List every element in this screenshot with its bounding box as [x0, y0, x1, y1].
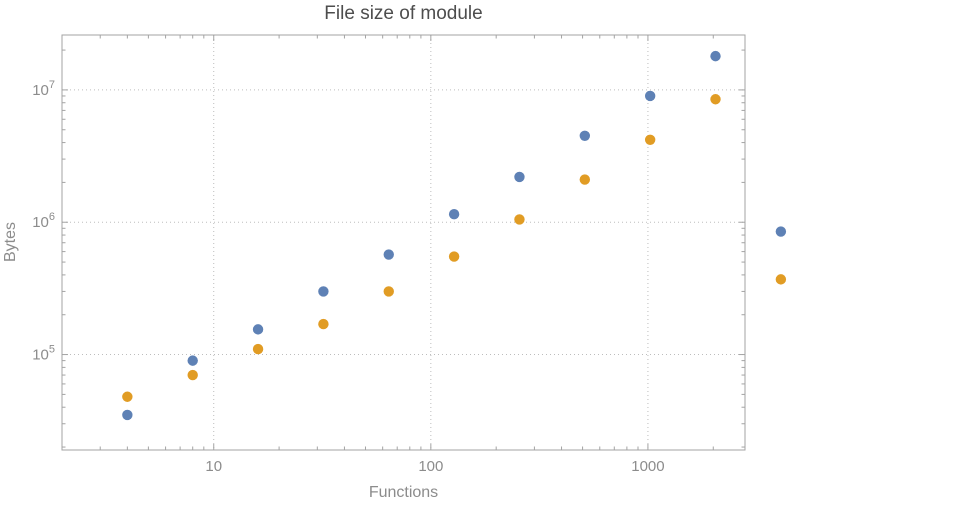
data-point-series-blue — [122, 409, 133, 421]
data-point-series-orange — [644, 134, 656, 145]
x-tick-label: 1000 — [631, 458, 664, 475]
data-point-series-orange — [448, 251, 460, 262]
data-point-series-orange — [775, 274, 787, 285]
chart-title: File size of module — [324, 3, 483, 24]
y-axis-label: Bytes — [2, 222, 19, 263]
data-point-series-blue — [514, 171, 525, 183]
y-tick-label: 106 — [32, 211, 55, 231]
data-point-series-orange — [710, 94, 721, 105]
data-point-series-blue — [318, 286, 329, 297]
data-point-series-blue — [644, 90, 656, 102]
data-point-series-blue — [775, 226, 787, 237]
plot-frame — [61, 34, 746, 451]
data-point-series-blue — [383, 249, 394, 260]
data-point-series-orange — [187, 369, 198, 381]
x-tick-label: 100 — [418, 458, 443, 475]
data-point-series-orange — [252, 343, 264, 355]
data-point-series-blue — [252, 324, 264, 335]
data-point-series-blue — [579, 130, 591, 141]
data-point-series-orange — [383, 286, 394, 297]
y-tick-label: 105 — [32, 344, 55, 364]
data-point-series-blue — [448, 209, 460, 220]
data-point-series-blue — [187, 355, 198, 366]
x-axis-label: Functions — [368, 484, 439, 501]
data-point-series-orange — [514, 214, 525, 225]
y-tick-label: 107 — [32, 79, 55, 99]
data-point-series-orange — [122, 391, 133, 402]
x-tick-label: 10 — [205, 458, 222, 475]
data-point-series-orange — [579, 174, 591, 185]
data-point-series-orange — [318, 318, 329, 330]
data-point-series-blue — [710, 50, 721, 62]
